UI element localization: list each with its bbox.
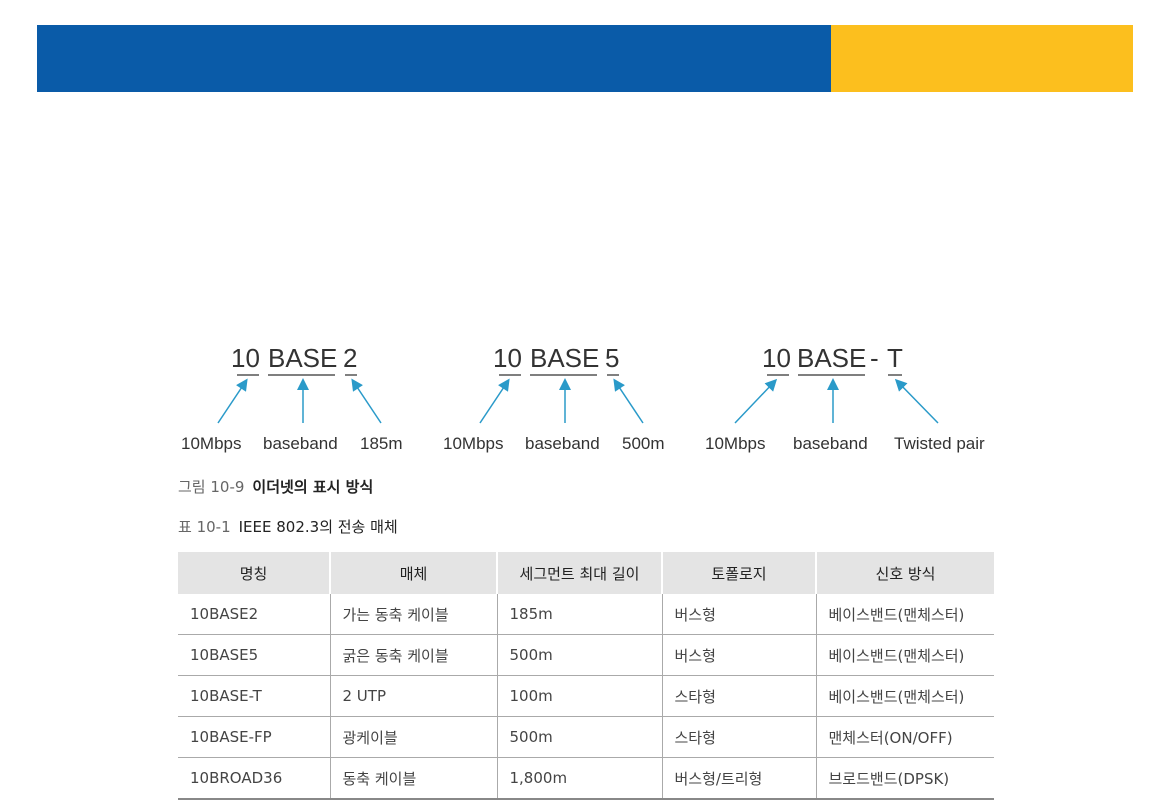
- table-cell: 가는 동축 케이블: [330, 594, 498, 635]
- table-row: 10BASE5 굵은 동축 케이블 500m 버스형 베이스밴드(맨체스터): [178, 634, 994, 676]
- part-speed: 10: [493, 343, 522, 373]
- table-cell: 굵은 동축 케이블: [330, 634, 498, 676]
- table-header-row: 명칭 매체 세그먼트 최대 길이 토폴로지 신호 방식: [178, 552, 994, 594]
- notation-10base5: 10 BASE 5 10Mbps baseband 500m: [443, 343, 665, 453]
- table-row: 10BASE2 가는 동축 케이블 185m 버스형 베이스밴드(맨체스터): [178, 594, 994, 635]
- table-cell: 베이스밴드(맨체스터): [816, 675, 994, 717]
- table-cell: 185m: [497, 594, 663, 635]
- table-row: 10BASE-FP 광케이블 500m 스타형 맨체스터(ON/OFF): [178, 716, 994, 758]
- table-cell: 10BASE5: [178, 634, 331, 676]
- column-header: 명칭: [178, 552, 331, 594]
- part-dash: -: [870, 343, 879, 373]
- table-cell: 500m: [497, 634, 663, 676]
- header-banner-blue: [37, 25, 831, 92]
- table-cell: 브로드밴드(DPSK): [816, 757, 994, 800]
- ethernet-notation-diagram: 10 BASE 2 10Mbps baseband 185m 10 BASE 5…: [181, 343, 985, 453]
- table-cell: 10BROAD36: [178, 757, 331, 800]
- notation-10base2: 10 BASE 2 10Mbps baseband 185m: [181, 343, 403, 453]
- label-band: baseband: [263, 434, 338, 453]
- table-cell: 500m: [497, 716, 663, 758]
- part-speed: 10: [762, 343, 791, 373]
- part-base: BASE: [268, 343, 337, 373]
- transmission-media-table: 명칭 매체 세그먼트 최대 길이 토폴로지 신호 방식 10BASE2 가는 동축…: [178, 552, 994, 800]
- part-speed: 10: [231, 343, 260, 373]
- part-base: BASE: [530, 343, 599, 373]
- table-caption: 표 10-1 IEEE 802.3의 전송 매체: [178, 516, 398, 537]
- label-speed: 10Mbps: [181, 434, 241, 453]
- table-cell: 버스형: [662, 634, 817, 676]
- table-number: 표 10-1: [178, 518, 231, 536]
- figure-title: 이더넷의 표시 방식: [252, 478, 374, 496]
- label-band: baseband: [525, 434, 600, 453]
- label-speed: 10Mbps: [443, 434, 503, 453]
- table-cell: 맨체스터(ON/OFF): [816, 716, 994, 758]
- table-cell: 버스형: [662, 594, 817, 635]
- header-banner-yellow: [831, 25, 1133, 92]
- table-row: 10BASE-T 2 UTP 100m 스타형 베이스밴드(맨체스터): [178, 675, 994, 717]
- column-header: 매체: [330, 552, 498, 594]
- part-length: 5: [605, 343, 619, 373]
- label-band: baseband: [793, 434, 868, 453]
- table-title: IEEE 802.3의 전송 매체: [238, 518, 398, 536]
- table-cell: 1,800m: [497, 757, 663, 800]
- part-media: T: [887, 343, 903, 373]
- table-cell: 10BASE-T: [178, 675, 331, 717]
- table-row: 10BROAD36 동축 케이블 1,800m 버스형/트리형 브로드밴드(DPSK): [178, 757, 994, 800]
- table-cell: 2 UTP: [330, 675, 498, 717]
- notation-10base-t: 10 BASE - T 10Mbps baseband Twisted pair: [705, 343, 985, 453]
- column-header: 세그먼트 최대 길이: [497, 552, 663, 594]
- column-header: 토폴로지: [662, 552, 817, 594]
- label-media: Twisted pair: [894, 434, 985, 453]
- label-length: 500m: [622, 434, 665, 453]
- table-cell: 베이스밴드(맨체스터): [816, 594, 994, 635]
- label-speed: 10Mbps: [705, 434, 765, 453]
- arrow-icon: [734, 378, 939, 424]
- column-header: 신호 방식: [816, 552, 994, 594]
- table-cell: 100m: [497, 675, 663, 717]
- table-cell: 동축 케이블: [330, 757, 498, 800]
- table-cell: 스타형: [662, 716, 817, 758]
- table-cell: 스타형: [662, 675, 817, 717]
- part-base: BASE: [797, 343, 866, 373]
- label-length: 185m: [360, 434, 403, 453]
- part-length: 2: [343, 343, 357, 373]
- table-cell: 광케이블: [330, 716, 498, 758]
- figure-number: 그림 10-9: [178, 478, 245, 496]
- table-cell: 버스형/트리형: [662, 757, 817, 800]
- figure-caption: 그림 10-9 이더넷의 표시 방식: [178, 476, 373, 497]
- arrow-icon: [217, 378, 382, 424]
- table-cell: 10BASE-FP: [178, 716, 331, 758]
- table-cell: 10BASE2: [178, 594, 331, 635]
- arrow-icon: [479, 378, 644, 424]
- table-cell: 베이스밴드(맨체스터): [816, 634, 994, 676]
